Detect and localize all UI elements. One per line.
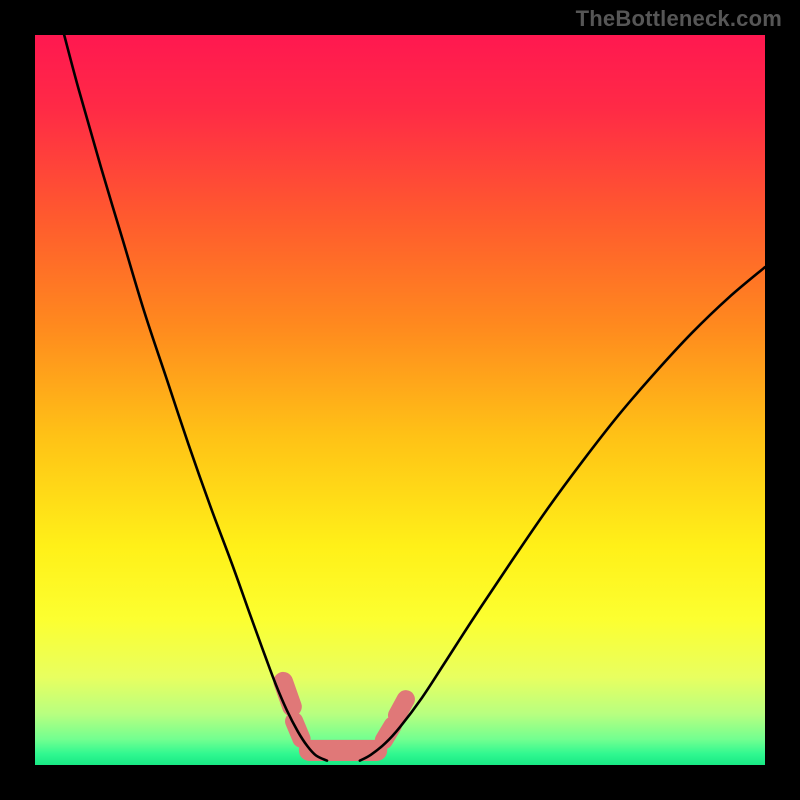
curve-right (360, 267, 765, 760)
curve-layer (35, 35, 765, 765)
trough-marker (397, 699, 406, 715)
plot-area (35, 35, 765, 765)
chart-outer: TheBottleneck.com (0, 0, 800, 800)
curve-left (64, 35, 327, 761)
watermark-text: TheBottleneck.com (576, 6, 782, 32)
